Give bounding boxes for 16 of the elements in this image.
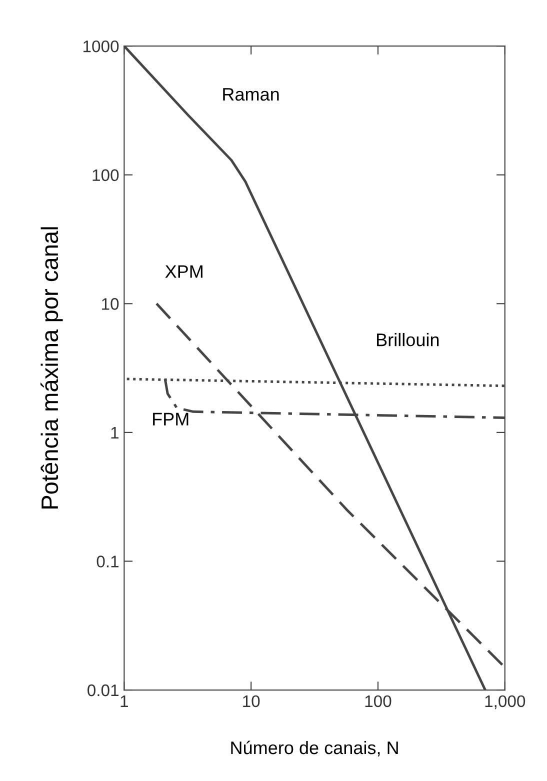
y-tick-label: 0.01 — [88, 684, 118, 696]
y-tick-label: 0.1 — [96, 556, 118, 568]
series-label: XPM — [165, 265, 202, 278]
series-label: Raman — [223, 88, 279, 101]
x-tick-label: 100 — [365, 695, 392, 708]
y-tick-label: 1000 — [84, 40, 119, 52]
x-tick-label: 1 — [120, 695, 128, 707]
text: Brillouin — [377, 332, 439, 346]
y-tick-label: 100 — [92, 169, 119, 182]
x-axis-title: Número de canais, N — [231, 740, 398, 756]
y-tick-label: 10 — [102, 298, 119, 310]
series-label: FPM — [153, 412, 188, 426]
x-tick-label: 1,000 — [485, 695, 526, 710]
y-tick-label: 1 — [111, 427, 118, 438]
y-axis-title: Potência máxima por canal — [40, 227, 63, 508]
x-tick-label: 10 — [243, 695, 260, 708]
